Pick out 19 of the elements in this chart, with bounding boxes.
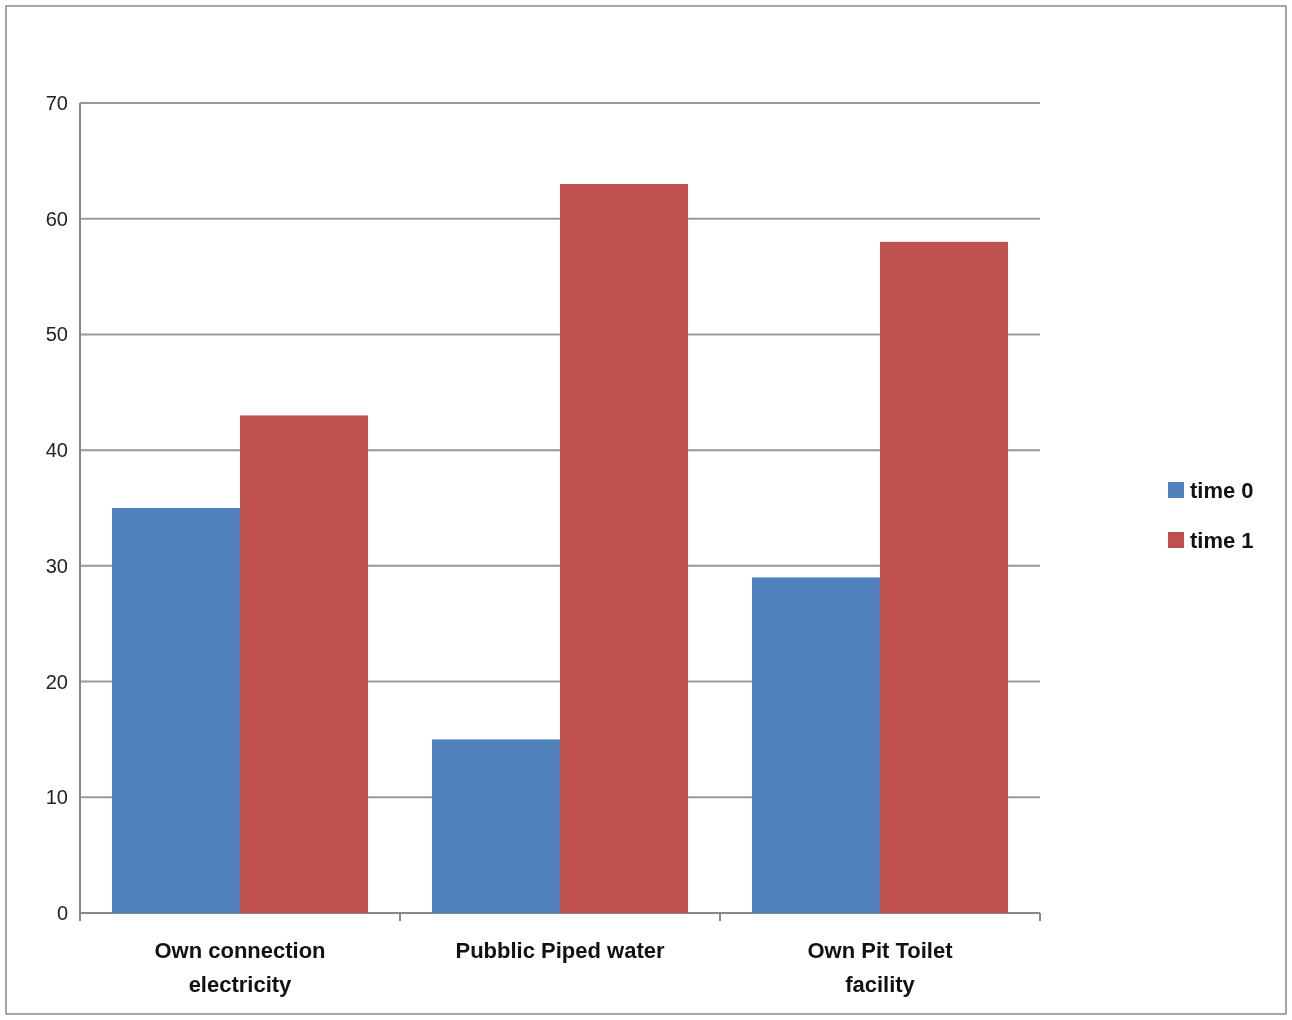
legend-label: time 0 <box>1190 477 1254 503</box>
bar <box>112 508 240 913</box>
bar <box>880 241 1008 913</box>
bar <box>432 739 560 913</box>
y-tick-label: 20 <box>45 670 68 693</box>
y-tick-label: 10 <box>45 786 68 809</box>
y-tick-label: 70 <box>45 92 68 114</box>
y-tick-label: 50 <box>45 323 68 346</box>
bar <box>752 577 880 913</box>
x-tick-label: Pubblic Piped water <box>455 938 665 963</box>
y-tick-label: 0 <box>56 902 68 924</box>
y-tick-label: 60 <box>45 207 68 230</box>
bar <box>560 184 688 913</box>
y-tick-label: 30 <box>45 554 68 577</box>
y-tick-label: 40 <box>45 439 68 462</box>
legend-label: time 1 <box>1190 527 1254 553</box>
x-tick-label: Own Pit Toilet facility <box>807 938 954 997</box>
bar <box>240 415 368 913</box>
x-tick-label: Own connection electricity <box>154 938 326 997</box>
